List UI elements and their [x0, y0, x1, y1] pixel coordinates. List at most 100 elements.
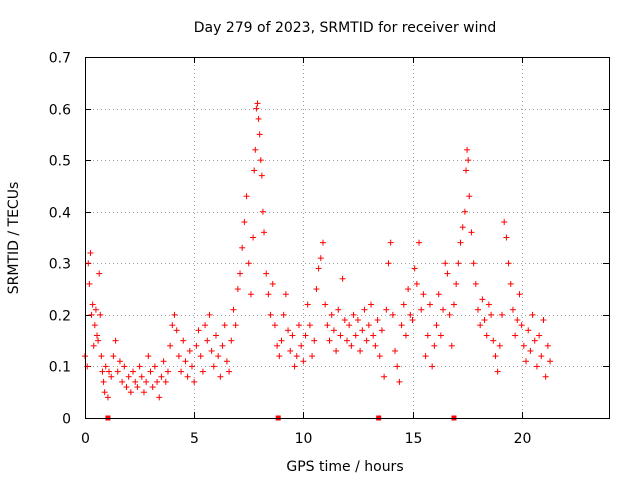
data-point [217, 373, 224, 380]
data-point [464, 146, 471, 153]
data-point [328, 311, 335, 318]
data-point [359, 327, 366, 334]
data-point [91, 322, 98, 329]
data-point [280, 311, 287, 318]
data-point [138, 373, 145, 380]
data-point [251, 167, 258, 174]
data-point [429, 363, 436, 370]
data-point [372, 342, 379, 349]
data-point [96, 270, 103, 277]
data-point [274, 342, 281, 349]
data-point [344, 337, 350, 344]
data-point [215, 353, 222, 360]
data-point [422, 353, 429, 360]
data-point [381, 373, 388, 380]
data-point [516, 291, 523, 298]
data-point [267, 311, 274, 318]
x-axis: 0 5 10 15 20 [81, 57, 531, 447]
data-point [263, 270, 270, 277]
y-tick-label: 0.6 [49, 103, 71, 119]
data-point [106, 368, 113, 375]
data-point [337, 332, 344, 339]
data-point [125, 373, 132, 380]
data-point [398, 322, 405, 329]
data-point [322, 301, 329, 308]
data-point [499, 311, 506, 318]
data-point [402, 332, 409, 339]
data-point [450, 301, 457, 308]
data-point [413, 280, 420, 287]
data-point [193, 342, 200, 349]
data-point [459, 224, 466, 231]
data-point [509, 306, 516, 313]
data-point [151, 363, 158, 370]
grid [85, 57, 609, 418]
x-axis-label: GPS time / hours [286, 459, 403, 475]
data-point [346, 322, 353, 329]
data-point [257, 157, 264, 164]
data-point [365, 322, 372, 329]
data-point [191, 378, 198, 385]
data-point [255, 115, 262, 122]
data-point [501, 219, 508, 226]
data-point [278, 337, 285, 344]
data-point [89, 301, 96, 308]
data-point [241, 219, 248, 226]
data-point [418, 306, 425, 313]
data-point [544, 342, 551, 349]
data-point [130, 368, 137, 375]
data-point [531, 337, 538, 344]
data-point [461, 208, 468, 215]
data-point [538, 353, 545, 360]
data-point [488, 311, 495, 318]
data-point [350, 311, 357, 318]
data-point [102, 363, 109, 370]
data-point [239, 244, 246, 251]
data-point [470, 260, 477, 267]
data-point [175, 353, 182, 360]
data-point [324, 322, 331, 329]
x-tick-label: 5 [190, 431, 199, 447]
data-point [228, 337, 235, 344]
data-point [455, 260, 462, 267]
data-point [306, 322, 313, 329]
data-point [341, 317, 348, 324]
data-point [206, 311, 213, 318]
data-point [370, 332, 377, 339]
y-axis-label: SRMTID / TECUs [6, 182, 22, 295]
data-point [210, 363, 217, 370]
data-point [416, 239, 423, 246]
data-point [435, 291, 442, 298]
data-point [357, 347, 364, 354]
data-point [298, 342, 305, 349]
data-point [219, 342, 226, 349]
x-tick-label: 20 [514, 431, 532, 447]
data-point [475, 306, 481, 313]
data-point [352, 332, 359, 339]
data-point [112, 337, 119, 344]
data-point [86, 280, 93, 287]
data-point [136, 363, 143, 370]
data-point [100, 378, 107, 385]
data-point [261, 229, 268, 236]
y-tick-label: 0.7 [49, 51, 71, 67]
data-point [361, 306, 368, 313]
data-point [479, 296, 486, 303]
data-point [300, 358, 307, 365]
data-point [444, 270, 451, 277]
data-point [431, 342, 438, 349]
data-point [520, 342, 527, 349]
data-point [269, 280, 276, 287]
data-point [114, 368, 121, 375]
data-point [108, 373, 115, 380]
data-point [466, 193, 473, 200]
data-point [259, 208, 266, 215]
data-point [202, 322, 209, 329]
data-point [492, 353, 499, 360]
data-point [333, 347, 340, 354]
data-point [536, 332, 543, 339]
data-point [440, 306, 447, 313]
data-point [85, 260, 92, 267]
data-point [426, 301, 433, 308]
